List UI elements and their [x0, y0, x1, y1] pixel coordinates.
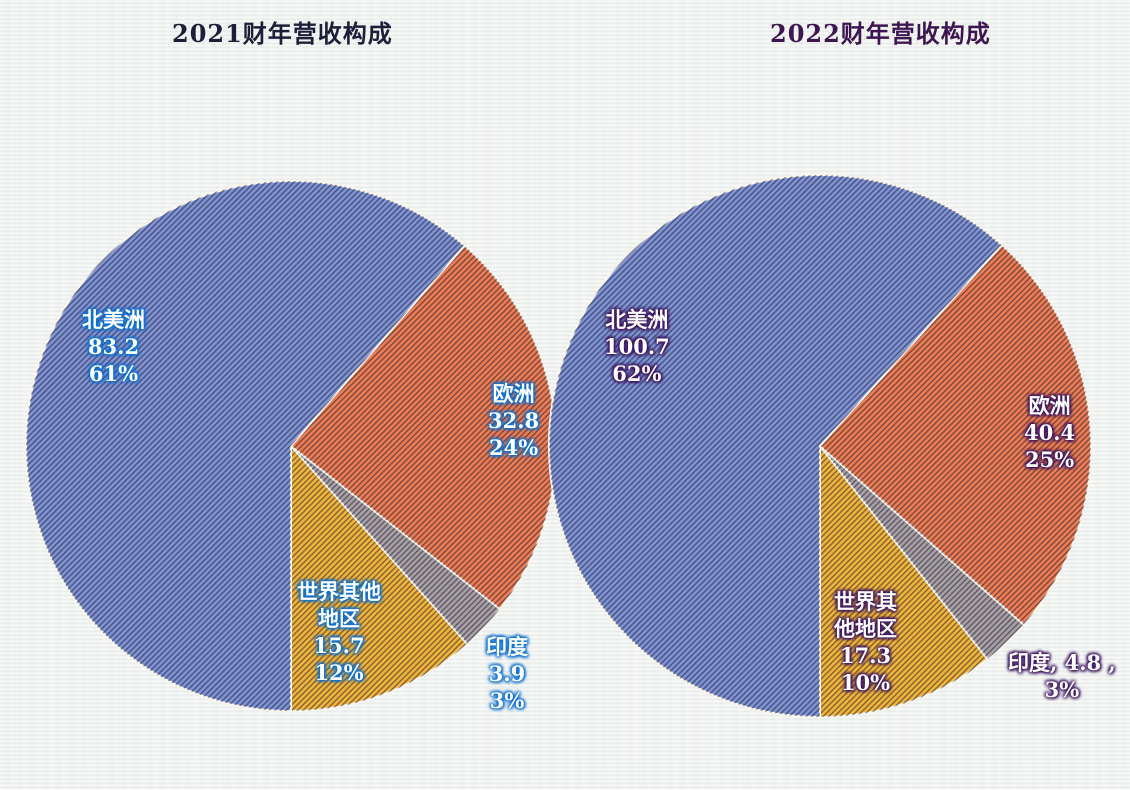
label-value: 15.7 [313, 633, 365, 658]
label-name: 世界其 [834, 589, 897, 614]
pie-slice-hatch [820, 446, 1024, 660]
label-name: 印度 [486, 634, 528, 659]
label-rest-of-world-2021: 世界其他 地区 15.7 12% [297, 578, 381, 686]
label-europe-2021: 欧洲 32.8 24% [488, 380, 539, 461]
label-value: 17.3 [839, 643, 892, 668]
label-value: 40.4 [1024, 420, 1076, 445]
label-value: 32.8 [488, 408, 540, 433]
label-percent: 62% [612, 361, 662, 386]
label-name: 北美洲 [605, 307, 669, 332]
label-value: 100.7 [604, 334, 670, 359]
pie-chart-2022 [548, 174, 1092, 719]
label-name: 欧洲 [1028, 393, 1071, 418]
label-percent: 12% [314, 660, 364, 685]
label-percent: 3% [489, 688, 525, 713]
label-rest-of-world-2022: 世界其 他地区 17.3 10% [834, 588, 897, 696]
pie-slice-hatch [820, 446, 988, 717]
label-india-2021: 印度 3.9 3% [486, 633, 528, 714]
label-india-2022: 印度, 4.8 , 3% [1008, 649, 1116, 703]
pie-slice-hatch [26, 181, 465, 711]
pie-slice-hatch [820, 245, 1091, 625]
label-name: 他地区 [834, 616, 897, 641]
label-name-value: 印度, 4.8 , [1008, 650, 1116, 675]
label-percent: 61% [88, 361, 139, 386]
label-percent: 10% [840, 670, 891, 695]
pie-slice-hatch [548, 175, 1002, 717]
label-value: 3.9 [488, 661, 526, 686]
pie-slice-hatch [291, 446, 500, 644]
label-name: 世界其他 [297, 579, 381, 604]
label-percent: 24% [488, 435, 539, 460]
pie-slice-hatch [291, 245, 556, 610]
chart-1-title: 2021财年营收构成 [172, 19, 393, 48]
label-name: 北美洲 [82, 307, 145, 332]
pie-chart-2021 [25, 180, 557, 713]
chart-2-title: 2022财年营收构成 [770, 19, 991, 48]
label-name: 欧洲 [492, 381, 535, 406]
label-name: 地区 [318, 606, 360, 631]
label-percent: 3% [1044, 677, 1080, 702]
label-percent: 25% [1024, 447, 1075, 472]
pie-slice-hatch [291, 446, 468, 711]
label-north-america-2021: 北美洲 83.2 61% [82, 306, 145, 387]
label-north-america-2022: 北美洲 100.7 62% [604, 306, 670, 387]
label-value: 83.2 [87, 334, 140, 359]
label-europe-2022: 欧洲 40.4 25% [1024, 392, 1075, 473]
